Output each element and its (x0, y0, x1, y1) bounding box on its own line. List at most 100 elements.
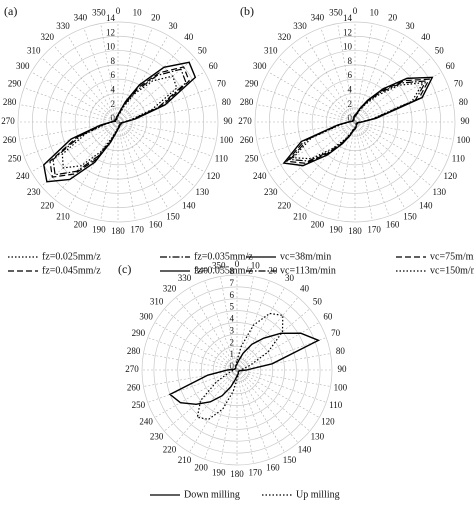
angle-label: 30 (285, 273, 295, 283)
r-tick-label: 6 (111, 70, 116, 80)
spoke (354, 87, 450, 123)
angle-label: 190 (92, 224, 106, 234)
angle-label: 50 (435, 45, 445, 55)
series-line (43, 61, 197, 183)
spoke (117, 121, 205, 173)
grid-circle (212, 345, 262, 395)
legend-label: fz=0.035mm/z (194, 251, 253, 262)
angle-label: 320 (278, 32, 292, 42)
angle-label: 10 (133, 8, 143, 18)
spoke (117, 35, 169, 123)
angle-label: 240 (253, 171, 267, 181)
angle-label: 300 (253, 61, 267, 71)
legend-label: fz=0.025mm/z (42, 251, 101, 262)
spoke (256, 104, 356, 123)
spoke (117, 71, 205, 123)
angle-label: 330 (178, 273, 192, 283)
r-tick-label: 5 (230, 302, 235, 312)
angle-label: 220 (278, 200, 292, 210)
angle-label: 210 (56, 211, 70, 221)
angle-label: 280 (240, 97, 254, 107)
r-tick-label: 8 (111, 56, 116, 66)
r-tick-label: 8 (230, 266, 235, 276)
angle-label: 160 (266, 463, 280, 473)
angle-label: 170 (248, 467, 262, 477)
angle-label: 140 (298, 444, 312, 454)
spoke (41, 57, 119, 123)
angle-label: 220 (41, 200, 55, 210)
spoke (23, 87, 119, 123)
angle-label: 310 (27, 45, 41, 55)
angle-label: 100 (457, 135, 471, 145)
grid-circle (254, 21, 456, 223)
spoke (83, 27, 119, 123)
spoke (117, 45, 183, 123)
series-line (291, 81, 425, 160)
angle-label: 270 (1, 116, 15, 126)
angle-label: 60 (446, 61, 456, 71)
spoke (354, 121, 442, 173)
spoke (354, 27, 390, 123)
angle-label: 270 (125, 364, 139, 374)
angle-label: 80 (222, 97, 232, 107)
angle-label: 110 (452, 154, 466, 164)
r-tick-label: 4 (348, 84, 353, 94)
spoke (83, 121, 119, 217)
spoke (117, 121, 195, 187)
r-tick-label: 2 (348, 99, 353, 109)
series-line (285, 78, 431, 164)
spoke (260, 121, 356, 157)
angle-label: 120 (207, 171, 221, 181)
angle-label: 170 (130, 224, 144, 234)
angle-label: 330 (56, 21, 70, 31)
angle-label: 80 (459, 97, 469, 107)
angle-label: 150 (403, 211, 417, 221)
panel-label: (b) (240, 4, 254, 18)
legend-label: vc=75m/min (430, 251, 474, 262)
angle-label: 200 (194, 463, 208, 473)
angle-label: 350 (329, 8, 343, 18)
angle-label: 50 (198, 45, 208, 55)
angle-label: 120 (321, 417, 335, 427)
angle-label: 260 (240, 135, 254, 145)
angle-label: 220 (163, 444, 177, 454)
angle-label: 60 (209, 61, 219, 71)
r-tick-label: 4 (230, 314, 235, 324)
angle-label: 170 (367, 224, 381, 234)
spoke (337, 23, 356, 123)
grid-circle (153, 286, 321, 454)
angle-label: 190 (329, 224, 343, 234)
r-tick-label: 6 (348, 70, 353, 80)
angle-label: 250 (8, 154, 22, 164)
spoke (354, 121, 432, 187)
angle-label: 280 (127, 346, 141, 356)
spoke (354, 45, 420, 123)
grid-circle (340, 107, 370, 137)
r-tick-label: 0 (230, 361, 235, 371)
angle-label: 200 (311, 219, 325, 229)
grid-circle (141, 274, 333, 466)
r-tick-label: 10 (106, 42, 116, 52)
angle-label: 300 (139, 312, 153, 322)
spoke (354, 121, 450, 157)
angle-label: 230 (27, 187, 41, 197)
angle-label: 190 (212, 467, 226, 477)
spoke (260, 87, 356, 123)
r-tick-label: 2 (111, 99, 116, 109)
angle-label: 330 (293, 21, 307, 31)
legend-label: vc=38m/min (280, 251, 331, 262)
spoke (117, 121, 153, 217)
angle-label: 280 (3, 97, 17, 107)
angle-label: 180 (111, 226, 125, 236)
angle-label: 160 (386, 219, 400, 229)
angle-label: 180 (348, 226, 362, 236)
angle-label: 230 (150, 432, 164, 442)
spoke (278, 121, 356, 187)
spoke (354, 71, 442, 123)
r-tick-label: 12 (106, 27, 115, 37)
angle-label: 310 (264, 45, 278, 55)
angle-label: 40 (184, 32, 194, 42)
spoke (268, 121, 356, 173)
angle-label: 70 (331, 328, 341, 338)
angle-label: 40 (300, 284, 310, 294)
